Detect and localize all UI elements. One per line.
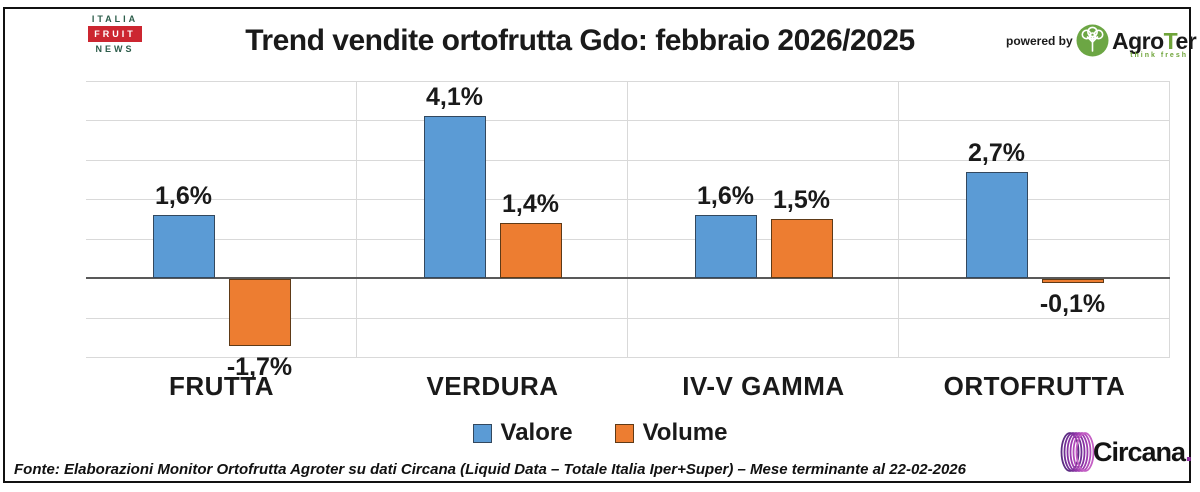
bar-valore-verdura (423, 116, 486, 279)
legend-label-volume: Volume (642, 419, 728, 446)
agroter-post: er (1175, 28, 1197, 54)
category-label: ORTOFRUTTA (943, 371, 1126, 401)
circana-rings-icon (1060, 430, 1096, 479)
h-gridline (86, 159, 1170, 161)
value-label: 1,4% (502, 189, 559, 218)
category-label: IV-V GAMMA (682, 371, 845, 401)
logo-line-news: NEWS (95, 44, 135, 54)
h-gridline (86, 357, 1170, 358)
legend-item-volume: Volume (614, 419, 728, 447)
value-label: -1,7% (226, 353, 293, 382)
value-label: -0,1% (1039, 290, 1106, 319)
italiafruit-news-logo: ITALIA FRUIT NEWS (88, 13, 142, 55)
volume-swatch-icon (614, 423, 634, 443)
circana-logo: Circana. (1060, 428, 1193, 479)
value-label: 1,6% (155, 182, 212, 211)
h-gridline (86, 120, 1170, 122)
bar-volume-ortofrutta (1041, 279, 1104, 284)
value-label: 2,7% (968, 138, 1025, 167)
agroter-pre: Agro (1112, 28, 1164, 54)
agroter-t: T (1163, 28, 1176, 54)
v-gridline (898, 81, 899, 357)
h-gridline (86, 81, 1170, 82)
category-label: FRUTTA (168, 371, 275, 401)
circana-text: Circana (1093, 437, 1186, 467)
legend: Valore Volume (0, 419, 1200, 447)
legend-item-valore: Valore (472, 419, 573, 447)
category-label: VERDURA (426, 371, 559, 401)
value-label: 1,5% (773, 186, 830, 214)
bar-volume-verdura (499, 222, 562, 279)
logo-line-italia: ITALIA (91, 14, 139, 24)
zero-axis-line (86, 277, 1170, 280)
value-label: 1,6% (697, 182, 754, 211)
h-gridline (86, 238, 1170, 240)
bar-valore-frutta (152, 215, 215, 279)
powered-by-agroter: powered by AgroTer think fresh (1000, 22, 1197, 64)
h-gridline (86, 199, 1170, 201)
value-label: 4,1% (426, 83, 483, 112)
bar-volume-iv-v gamma (770, 219, 833, 279)
bar-valore-ortofrutta (965, 171, 1028, 279)
agroter-tree-icon (1076, 24, 1109, 62)
logo-line-fruit: FRUIT (88, 26, 142, 42)
valore-swatch-icon (472, 423, 492, 443)
circana-dot: . (1185, 437, 1192, 467)
bar-volume-frutta (228, 279, 291, 347)
h-gridline (86, 317, 1170, 319)
powered-by-label: powered by (1006, 34, 1073, 48)
v-gridline (1169, 81, 1170, 357)
circana-wordmark: Circana. (1093, 437, 1193, 468)
plot-area: 1,6% -1,7% FRUTTA 4,1% 1,4% VERDURA 1,6% 1,5% IV… (86, 81, 1170, 401)
legend-label-valore: Valore (500, 419, 573, 446)
v-gridline (356, 81, 357, 357)
agroter-wordmark: AgroTer (1112, 28, 1197, 55)
v-gridline (627, 81, 628, 357)
bar-valore-iv-v gamma (694, 215, 757, 279)
chart-title: Trend vendite ortofrutta Gdo: febbraio 2… (245, 24, 915, 57)
source-note: Fonte: Elaborazioni Monitor Ortofrutta A… (14, 461, 966, 478)
agroter-tagline: think fresh (1130, 52, 1188, 59)
